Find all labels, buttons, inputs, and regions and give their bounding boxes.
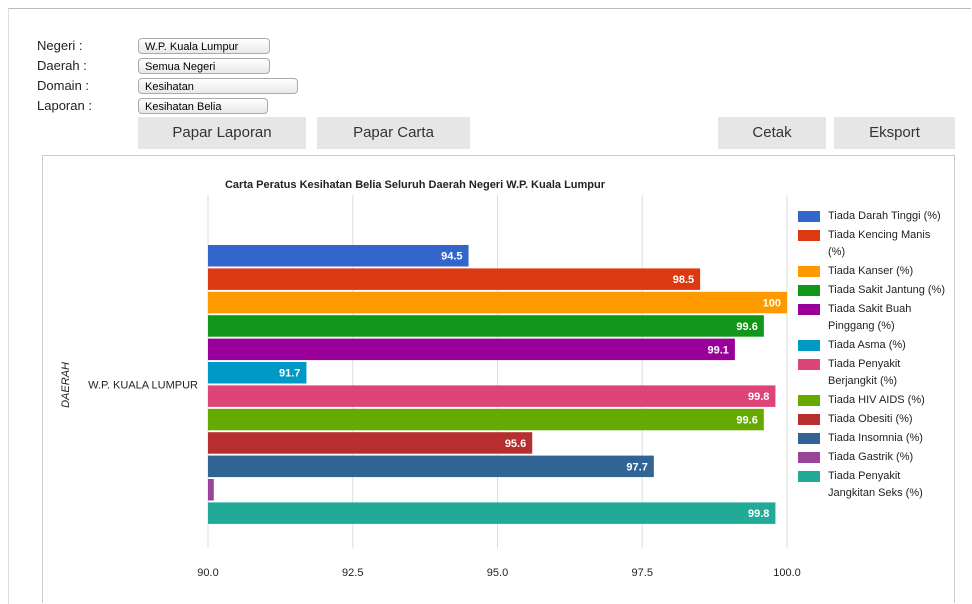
legend-swatch [798, 414, 820, 425]
legend-label: Tiada Penyakit Jangkitan Seks (%) [828, 470, 923, 499]
value-label: 99.6 [736, 414, 757, 426]
select[interactable]: W.P. Kuala Lumpur [138, 38, 270, 54]
y-tick-label: W.P. KUALA LUMPUR [88, 379, 198, 391]
button[interactable]: Papar Laporan [138, 117, 306, 149]
legend-swatch [798, 471, 820, 482]
field-label: Daerah : [37, 58, 87, 73]
x-tick-label: 92.5 [342, 567, 363, 579]
button[interactable]: Papar Carta [317, 117, 470, 149]
value-label: 99.6 [736, 321, 757, 333]
legend-swatch [798, 452, 820, 463]
legend-item: Tiada Darah Tinggi (%) [798, 208, 948, 225]
bar [208, 502, 776, 524]
frame [8, 8, 971, 604]
bar [208, 245, 469, 267]
bar [208, 268, 701, 290]
select[interactable]: Kesihatan [138, 78, 298, 94]
legend-label: Tiada Obesiti (%) [828, 413, 913, 425]
bar [208, 479, 214, 501]
x-tick-label: 95.0 [487, 567, 508, 579]
legend-item: Tiada Sakit Jantung (%) [798, 282, 948, 299]
bar [208, 385, 776, 407]
legend-item: Tiada Sakit Buah Pinggang (%) [798, 301, 948, 335]
button[interactable]: Cetak [718, 117, 826, 149]
select[interactable]: Semua Negeri [138, 58, 270, 74]
legend-swatch [798, 266, 820, 277]
y-axis-title: DAERAH [60, 362, 72, 408]
value-label: 99.8 [748, 391, 769, 403]
legend-swatch [798, 433, 820, 444]
bar [208, 291, 787, 314]
legend-swatch [798, 230, 820, 241]
bar [208, 455, 654, 478]
value-label: 98.5 [673, 274, 694, 286]
legend-label: Tiada Sakit Jantung (%) [828, 284, 945, 296]
value-label: 95.6 [505, 438, 526, 450]
legend-swatch [798, 340, 820, 351]
legend-label: Tiada Insomnia (%) [828, 432, 923, 444]
field-label: Negeri : [37, 38, 83, 53]
value-label: 99.1 [707, 344, 728, 356]
chart-panel [42, 155, 955, 603]
select[interactable]: Kesihatan Belia [138, 98, 268, 114]
x-tick-label: 97.5 [632, 567, 653, 579]
legend-swatch [798, 285, 820, 296]
legend-label: Tiada Penyakit Berjangkit (%) [828, 358, 901, 387]
bar [208, 338, 735, 361]
legend-label: Tiada HIV AIDS (%) [828, 394, 925, 406]
legend-label: Tiada Kanser (%) [828, 265, 914, 277]
legend-label: Tiada Darah Tinggi (%) [828, 210, 941, 222]
legend-swatch [798, 395, 820, 406]
bar [208, 432, 533, 454]
legend-label: Tiada Kencing Manis (%) [828, 229, 931, 258]
legend-label: Tiada Sakit Buah Pinggang (%) [828, 303, 912, 332]
legend-label: Tiada Gastrik (%) [828, 451, 914, 463]
value-label: 97.7 [626, 461, 647, 473]
legend: Tiada Darah Tinggi (%) Tiada Kencing Mani… [798, 208, 948, 504]
legend-swatch [798, 359, 820, 370]
legend-swatch [798, 304, 820, 315]
field-label: Domain : [37, 78, 90, 93]
chart-title: Carta Peratus Kesihatan Belia Seluruh Da… [225, 179, 606, 191]
legend-item: Tiada HIV AIDS (%) [798, 392, 948, 409]
value-label: 91.7 [279, 368, 300, 380]
value-label: 99.8 [748, 508, 769, 520]
field-label: Laporan : [37, 98, 92, 113]
legend-item: Tiada Kencing Manis (%) [798, 227, 948, 261]
x-tick-label: 100.0 [773, 567, 801, 579]
legend-item: Tiada Obesiti (%) [798, 411, 948, 428]
legend-item: Tiada Kanser (%) [798, 263, 948, 280]
bar [208, 408, 764, 431]
legend-item: Tiada Asma (%) [798, 337, 948, 354]
bar [208, 362, 307, 384]
value-label: 100 [763, 297, 781, 309]
legend-label: Tiada Asma (%) [828, 339, 906, 351]
legend-item: Tiada Gastrik (%) [798, 449, 948, 466]
legend-item: Tiada Penyakit Berjangkit (%) [798, 356, 948, 390]
legend-item: Tiada Penyakit Jangkitan Seks (%) [798, 468, 948, 502]
legend-item: Tiada Insomnia (%) [798, 430, 948, 447]
value-label: 94.5 [441, 251, 462, 263]
legend-swatch [798, 211, 820, 222]
x-tick-label: 90.0 [197, 567, 218, 579]
bar [208, 315, 764, 337]
button[interactable]: Eksport [834, 117, 955, 149]
